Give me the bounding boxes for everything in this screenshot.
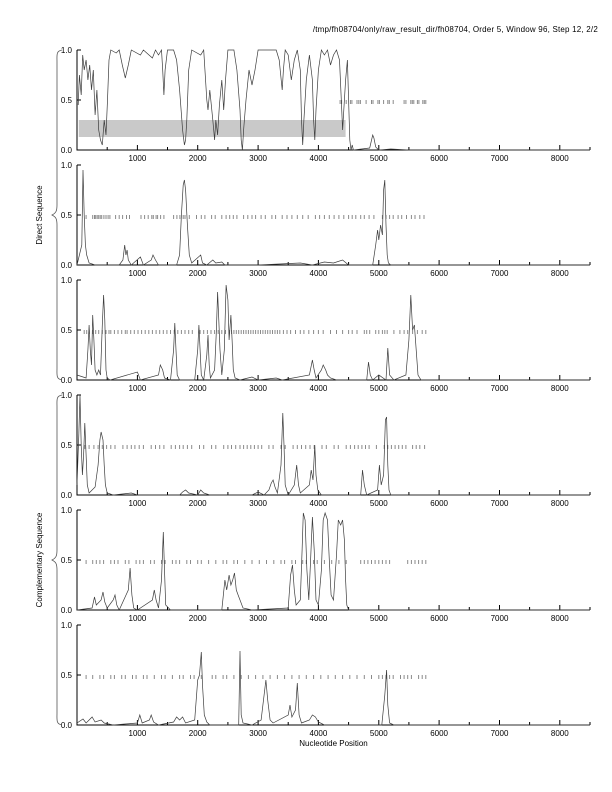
tick-label: 2000 bbox=[189, 499, 207, 508]
tick-label: 1000 bbox=[129, 384, 147, 393]
tick-label: 6000 bbox=[430, 614, 448, 623]
tick-label: 5000 bbox=[370, 499, 388, 508]
group-label-complementary-sequence: Complementary Sequence bbox=[35, 512, 44, 608]
tick-label: 3000 bbox=[249, 154, 267, 163]
tick-label: 7000 bbox=[491, 154, 509, 163]
tick-label: 8000 bbox=[551, 499, 569, 508]
tick-label: 7000 bbox=[491, 499, 509, 508]
direct-sequence-brace bbox=[51, 49, 63, 381]
tick-label: 4000 bbox=[310, 614, 328, 623]
axes-frame bbox=[76, 165, 590, 266]
tick-label: 5000 bbox=[370, 269, 388, 278]
tick-label: 1000 bbox=[129, 269, 147, 278]
tick-label: 5000 bbox=[370, 154, 388, 163]
tick-label: 0.0 bbox=[61, 721, 73, 730]
tick-label: 0.5 bbox=[61, 326, 73, 335]
tick-label: 0.0 bbox=[61, 376, 73, 385]
tick-label: 1.0 bbox=[61, 506, 73, 515]
tick-label: 3000 bbox=[249, 614, 267, 623]
probability-curve bbox=[76, 284, 590, 382]
tick-label: 0.5 bbox=[61, 441, 73, 450]
tick-label: 5000 bbox=[370, 729, 388, 738]
tick-label: 0.0 bbox=[61, 146, 73, 155]
tick-label: 1.0 bbox=[61, 276, 73, 285]
tick-label: 4000 bbox=[310, 384, 328, 393]
tick-label: 8000 bbox=[551, 154, 569, 163]
probability-curve bbox=[76, 650, 590, 726]
tick-label: 8000 bbox=[551, 614, 569, 623]
complementary-sequence-brace bbox=[51, 394, 63, 726]
tick-label: 7000 bbox=[491, 269, 509, 278]
tick-label: 0.0 bbox=[61, 261, 73, 270]
probability-curve bbox=[76, 169, 590, 266]
tick-label: 4000 bbox=[310, 729, 328, 738]
figure-title: /tmp/fh08704/only/raw_result_dir/fh08704… bbox=[312, 25, 598, 34]
tick-label: 7000 bbox=[491, 614, 509, 623]
panel-direct-frame-3: 0.0 0.5 1.0 1000 2000 3000 4000 5000 6000 7000 800… bbox=[61, 276, 591, 393]
tick-label: 3000 bbox=[249, 269, 267, 278]
tick-label: 0.0 bbox=[61, 491, 73, 500]
tick-label: 2000 bbox=[189, 384, 207, 393]
tick-label: 0.0 bbox=[61, 606, 73, 615]
tick-label: 6000 bbox=[430, 384, 448, 393]
tick-label: 4000 bbox=[310, 499, 328, 508]
tick-label: 8000 bbox=[551, 384, 569, 393]
tick-label: 0.5 bbox=[61, 211, 73, 220]
group-label-direct-sequence: Direct Sequence bbox=[35, 185, 44, 245]
tick-label: 3000 bbox=[249, 729, 267, 738]
tick-label: 4000 bbox=[310, 154, 328, 163]
tick-label: 1000 bbox=[129, 499, 147, 508]
axes-frame bbox=[76, 280, 590, 381]
axes-frame bbox=[76, 395, 590, 496]
tick-label: 3000 bbox=[249, 384, 267, 393]
tick-label: 2000 bbox=[189, 614, 207, 623]
tick-label: 1000 bbox=[129, 614, 147, 623]
tick-label: 0.5 bbox=[61, 96, 73, 105]
predicted-region-band bbox=[78, 120, 346, 137]
tick-label: 6000 bbox=[430, 729, 448, 738]
x-axis-label: Nucleotide Position bbox=[299, 739, 368, 748]
tick-label: 1000 bbox=[129, 154, 147, 163]
tick-label: 5000 bbox=[370, 384, 388, 393]
tick-label: 1000 bbox=[129, 729, 147, 738]
tick-label: 0.5 bbox=[61, 671, 73, 680]
tick-label: 5000 bbox=[370, 614, 388, 623]
probability-curve bbox=[77, 48, 590, 151]
panel-direct-frame-1: 0.0 0.5 1.0 1000 2000 3000 4000 5000 6000 7000 800… bbox=[61, 46, 591, 163]
tick-label: 7000 bbox=[491, 729, 509, 738]
tick-label: 8000 bbox=[551, 729, 569, 738]
tick-label: 2000 bbox=[189, 729, 207, 738]
tick-label: 1.0 bbox=[61, 391, 73, 400]
tick-label: 1.0 bbox=[61, 46, 73, 55]
tick-label: 6000 bbox=[430, 269, 448, 278]
panel-direct-frame-2: 0.0 0.5 1.0 1000 2000 3000 4000 5000 6000 7000 800… bbox=[61, 161, 591, 278]
panel-complementary-frame-3: 0.0 0.5 1.0 1000 2000 3000 4000 5000 6000 7000 800… bbox=[61, 621, 591, 738]
tick-label: 0.5 bbox=[61, 556, 73, 565]
tick-label: 8000 bbox=[551, 269, 569, 278]
tick-label: 6000 bbox=[430, 499, 448, 508]
tick-label: 7000 bbox=[491, 384, 509, 393]
tick-label: 2000 bbox=[189, 154, 207, 163]
tick-label: 3000 bbox=[249, 499, 267, 508]
tick-label: 6000 bbox=[430, 154, 448, 163]
probability-curve bbox=[76, 511, 590, 611]
probability-curve bbox=[76, 394, 590, 496]
panel-complementary-frame-2: 0.0 0.5 1.0 1000 2000 3000 4000 5000 6000 7000 800… bbox=[61, 506, 591, 623]
tick-label: 4000 bbox=[310, 269, 328, 278]
tick-label: 1.0 bbox=[61, 621, 73, 630]
tick-label: 1.0 bbox=[61, 161, 73, 170]
tick-label: 2000 bbox=[189, 269, 207, 278]
panel-complementary-frame-1: 0.0 0.5 1.0 1000 2000 3000 4000 5000 6000 7000 800… bbox=[61, 391, 591, 508]
